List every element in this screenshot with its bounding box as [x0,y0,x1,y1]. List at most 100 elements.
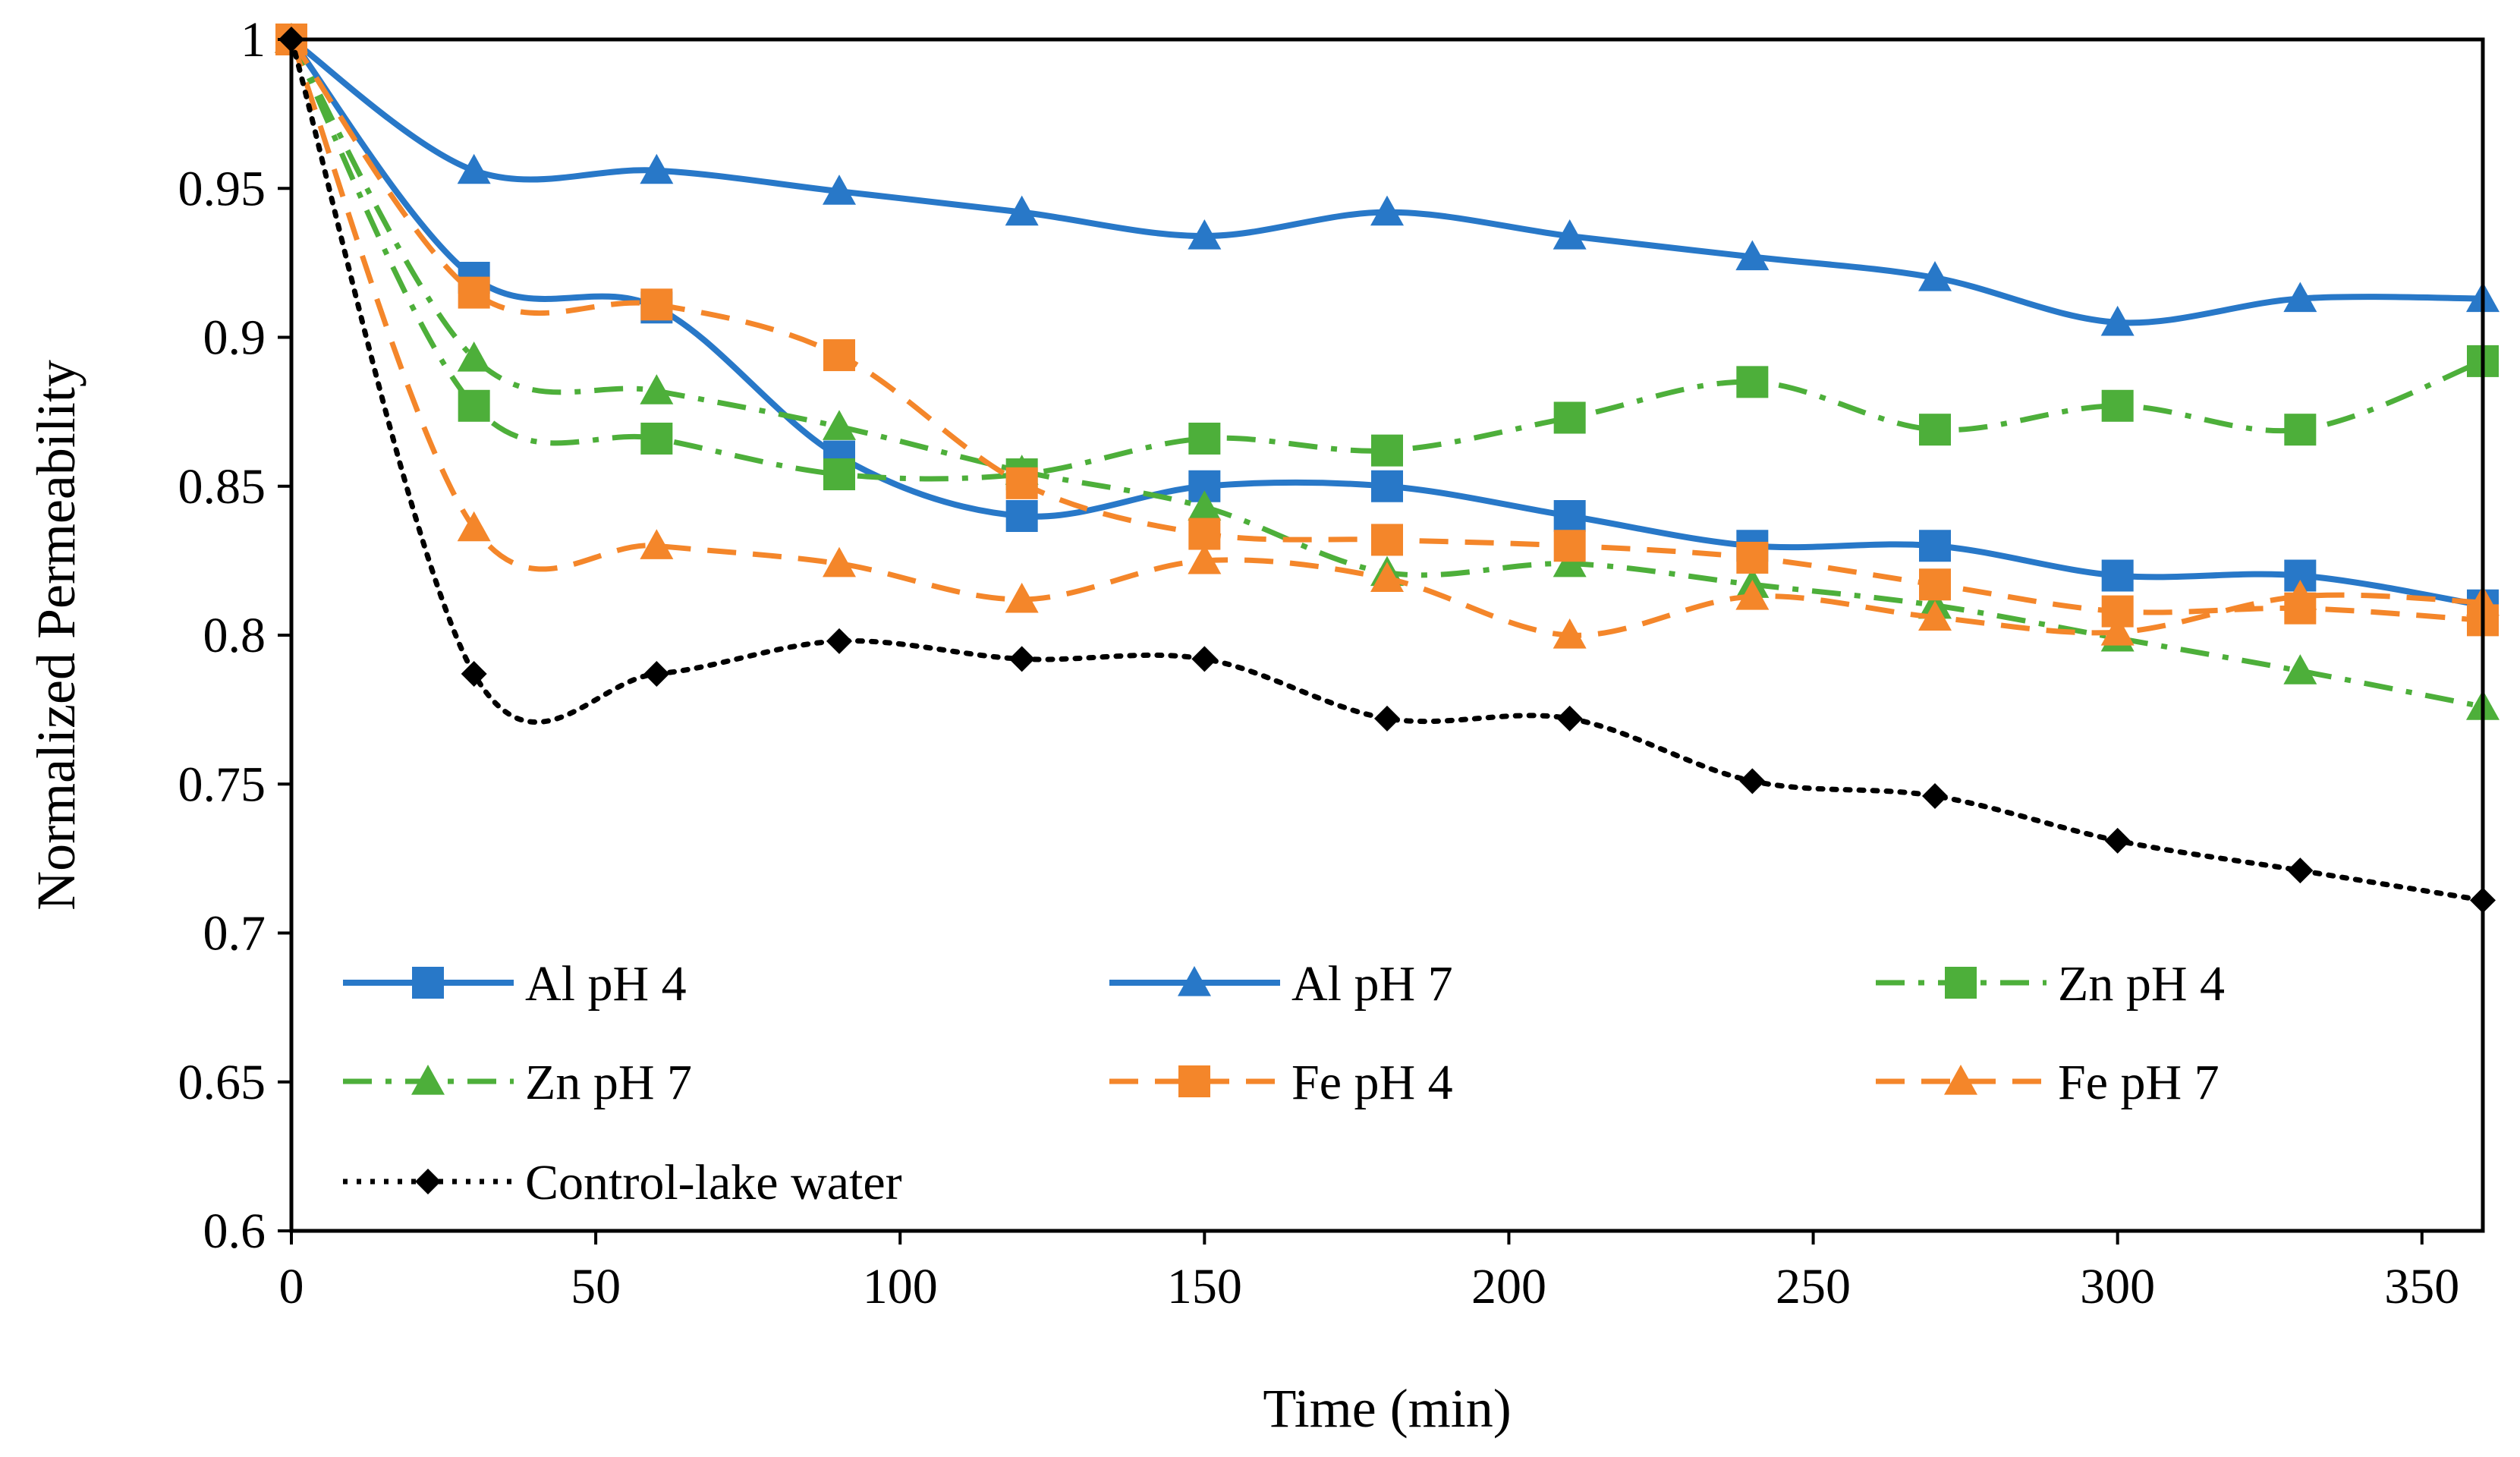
y-tick-label: 0.6 [203,1204,266,1259]
legend-label: Al pH 4 [525,956,687,1012]
data-point [1188,422,1221,455]
legend-swatch-marker [411,1065,445,1095]
data-point [1736,541,1769,574]
y-axis-title: Normalized Permeability [26,360,87,911]
data-point [2284,414,2317,446]
data-point [2100,305,2135,336]
series-line [288,36,2486,903]
legend-label: Al pH 7 [1291,956,1453,1012]
x-tick-label: 100 [863,1259,938,1314]
data-point [823,546,856,577]
data-point [1735,579,1770,610]
y-tick-label: 0.8 [203,608,266,663]
x-tick-label: 50 [571,1259,621,1314]
legend-label: Fe pH 7 [2058,1055,2220,1110]
data-point [1553,500,1586,532]
data-point [1188,219,1222,250]
series-line [288,38,2484,638]
data-point [1553,546,1587,577]
data-point [640,288,673,321]
data-point [1371,524,1403,556]
data-point [1556,705,1583,732]
data-point [458,389,490,422]
legend-swatch-marker [1178,1065,1210,1097]
data-point [1553,618,1587,649]
legend-entry: Zn pH 7 [343,1055,692,1110]
data-point [2101,389,2134,422]
data-point [640,422,673,455]
x-tick-label: 250 [1776,1259,1851,1314]
y-tick-label: 0.95 [178,161,266,216]
series-fe-ph-7 [275,23,2500,649]
y-tick-label: 0.85 [178,459,266,515]
data-point [1919,530,1951,562]
y-tick-label: 0.9 [203,310,266,366]
x-tick-label: 0 [279,1259,304,1314]
data-point [1370,195,1404,226]
data-point [1188,543,1222,574]
data-point [1370,562,1404,593]
data-point [1371,434,1403,467]
data-point [1919,414,1951,446]
data-point [640,153,674,184]
data-point [457,341,491,372]
x-tick-label: 200 [1471,1259,1546,1314]
legend-entry: Zn pH 4 [1876,956,2225,1012]
legend-entry: Al pH 4 [343,956,687,1012]
data-point [1005,467,1038,499]
x-tick-label: 300 [2080,1259,2155,1314]
legend-entry: Al pH 7 [1109,956,1453,1012]
data-point [1005,195,1039,226]
series-line [288,38,2484,482]
y-tick-label: 0.75 [178,757,266,812]
series-layer [275,23,2500,914]
legend-label: Fe pH 4 [1291,1055,1453,1110]
data-point [1735,240,1770,271]
data-point [461,661,487,688]
data-point [643,661,670,688]
data-point [457,511,491,542]
data-point [1005,500,1038,532]
data-point [1005,582,1039,613]
data-point [1191,646,1218,672]
legend-label: Zn pH 7 [525,1055,692,1110]
data-point [2104,827,2131,854]
axis-layer: 0 50 100 150 200 250 300 350 0.6 0.65 0.7 0.75 0.8 0.… [178,12,2460,1314]
data-point [1922,782,1948,809]
data-point [823,175,856,205]
data-point [640,374,674,404]
legend-label: Zn pH 4 [2058,956,2225,1012]
data-point [1918,600,1952,631]
data-point [1553,530,1586,562]
legend-swatch-marker [412,967,444,999]
data-point [1008,646,1035,672]
data-point [2283,654,2317,684]
data-point [1188,490,1222,521]
data-point [1374,705,1400,732]
y-tick-label: 0.65 [178,1055,266,1110]
data-point [2283,579,2317,610]
data-point [1553,401,1586,434]
legend-swatch-marker [1945,967,1977,999]
legend: Al pH 4 Al pH 7 Zn pH 4 Zn pH 7 Fe pH 4 Fe pH… [343,956,2225,1210]
series-line [288,38,2484,710]
x-tick-label: 350 [2384,1259,2459,1314]
legend-label: Control-lake water [525,1155,902,1210]
data-point [2101,559,2134,592]
y-tick-label: 0.7 [203,906,266,961]
legend-entry: Fe pH 4 [1109,1055,1453,1110]
legend-swatch-marker [1944,1065,1977,1095]
data-point [1739,768,1766,795]
data-point [826,628,852,654]
data-point [823,339,855,372]
legend-entry: Fe pH 7 [1876,1055,2220,1110]
legend-swatch-marker [415,1169,441,1194]
data-point [640,529,674,559]
data-point [1736,366,1769,398]
x-tick-label: 150 [1167,1259,1242,1314]
data-point [1553,219,1587,250]
x-axis-title: Time (min) [1263,1378,1511,1439]
data-point [1919,568,1951,601]
